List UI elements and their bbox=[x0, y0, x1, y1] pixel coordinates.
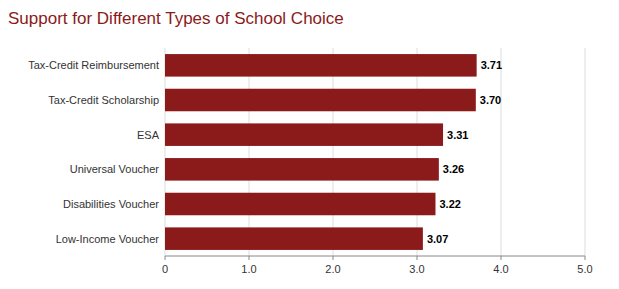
bar bbox=[165, 89, 476, 112]
tick-mark bbox=[249, 256, 250, 260]
category-label: Tax-Credit Reimbursement bbox=[28, 59, 159, 71]
data-label: 3.31 bbox=[447, 129, 468, 141]
category-label: ESA bbox=[137, 129, 160, 141]
grid-line bbox=[585, 48, 586, 256]
tick-mark bbox=[585, 256, 586, 260]
tick-label: 1.0 bbox=[241, 263, 256, 275]
grid-line bbox=[165, 48, 166, 256]
axis-line bbox=[165, 256, 585, 257]
title: Support for Different Types of School Ch… bbox=[8, 9, 344, 28]
tick-label: 0 bbox=[162, 263, 168, 275]
x-axis: 0 1.0 2.0 3.0 4.0 5.0 bbox=[162, 256, 593, 275]
data-label: 3.71 bbox=[481, 59, 502, 71]
tick-mark bbox=[501, 256, 502, 260]
grid-line bbox=[249, 48, 250, 256]
grid bbox=[165, 48, 585, 256]
y-axis: Low-Income Voucher Disabilities Voucher Un… bbox=[28, 59, 159, 244]
chart: Support for Different Types of School Ch… bbox=[0, 0, 619, 289]
tick-mark bbox=[333, 256, 334, 260]
labels: 3.07 3.22 3.26 3.31 3.70 3.71 bbox=[427, 59, 502, 244]
grid-line bbox=[417, 48, 418, 256]
data-label: 3.26 bbox=[443, 163, 464, 175]
tick-label: 4.0 bbox=[493, 263, 508, 275]
bar bbox=[165, 54, 477, 77]
tick-label: 2.0 bbox=[325, 263, 340, 275]
bar bbox=[165, 158, 439, 181]
tick-label: 3.0 bbox=[409, 263, 424, 275]
bar bbox=[165, 123, 443, 146]
grid-line bbox=[333, 48, 334, 256]
data-label: 3.07 bbox=[427, 233, 448, 245]
bar bbox=[165, 193, 435, 216]
category-label: Disabilities Voucher bbox=[63, 198, 159, 210]
category-label: Tax-Credit Scholarship bbox=[48, 94, 159, 106]
grid-line bbox=[501, 48, 502, 256]
data-label: 3.22 bbox=[439, 198, 460, 210]
tick-mark bbox=[165, 256, 166, 260]
category-label: Low-Income Voucher bbox=[56, 233, 160, 245]
chart-container: Support for Different Types of School Ch… bbox=[0, 0, 619, 289]
tick-mark bbox=[417, 256, 418, 260]
data-label: 3.70 bbox=[480, 94, 501, 106]
bar bbox=[165, 227, 423, 250]
bars bbox=[165, 54, 477, 250]
category-label: Universal Voucher bbox=[70, 163, 160, 175]
tick-label: 5.0 bbox=[577, 263, 592, 275]
